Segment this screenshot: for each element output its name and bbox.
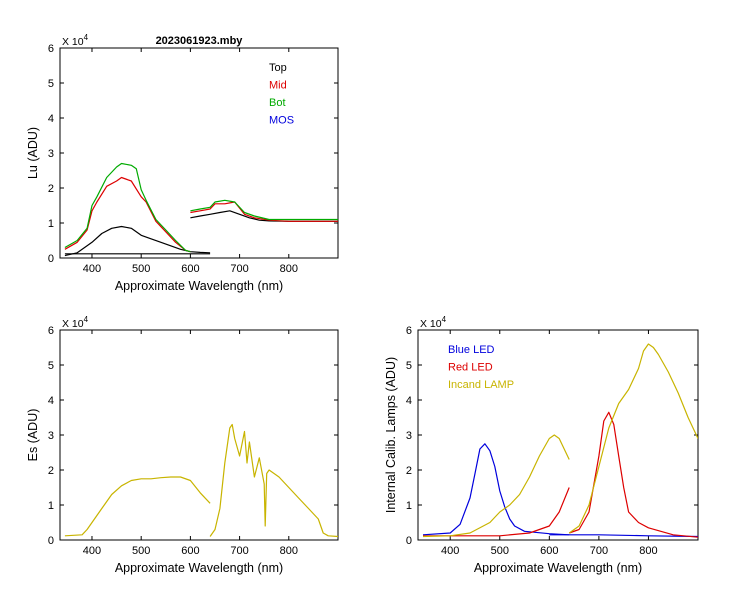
series-top [64, 210, 338, 257]
y-tick-label: 0 [406, 535, 412, 547]
series-blue-led [422, 443, 698, 538]
chart-es: 400 500 600 700 800 0 1 2 3 4 5 6 X 104 Approximate W… [26, 315, 339, 575]
y-tick-label: 6 [48, 325, 54, 337]
x-tick-label: 600 [181, 545, 199, 557]
x-axis-label: Approximate Wavelength (nm) [115, 279, 283, 293]
series-line-mid [64, 176, 191, 253]
y-tick-label: 1 [406, 500, 412, 512]
series-bot [64, 162, 338, 253]
series-es [64, 423, 338, 538]
chart-lu: 400 500 600 700 800 0 1 2 3 4 5 6 X 104 2023061923.mb… [26, 33, 339, 293]
series-line-red-led [423, 487, 570, 537]
x-axis-label: Approximate Wavelength (nm) [474, 561, 642, 575]
y-axis-label: Es (ADU) [26, 409, 40, 462]
y-tick-label: 5 [406, 360, 412, 372]
x-tick-label: 600 [181, 263, 199, 275]
x-tick-label: 800 [639, 545, 657, 557]
y-tick-label: 6 [48, 43, 54, 55]
legend-entry: Blue LED [448, 344, 495, 356]
y-tick-label: 3 [406, 430, 412, 442]
chart-title: 2023061923.mby [156, 35, 244, 47]
x-tick-label: 700 [590, 545, 608, 557]
x-tick-label: 400 [83, 263, 101, 275]
y-tick-label: 3 [48, 148, 54, 160]
y-tick-label: 5 [48, 78, 54, 90]
legend-entry: Red LED [448, 362, 493, 374]
series-line-bot [64, 162, 191, 253]
y-tick-label: 0 [48, 253, 54, 265]
x-tick-label: 500 [491, 545, 509, 557]
x-axis-label: Approximate Wavelength (nm) [115, 561, 283, 575]
y-multiplier-label: X 104 [62, 315, 89, 330]
x-tick-label: 800 [280, 545, 298, 557]
chart-lamps: 400 500 600 700 800 0 1 2 3 4 5 6 X 104 Approximate W… [384, 315, 699, 575]
y-axis-label: Lu (ADU) [26, 127, 40, 179]
y-tick-label: 4 [48, 395, 54, 407]
y-multiplier-label: X 104 [62, 33, 89, 48]
legend-entry: Incand LAMP [448, 379, 514, 391]
y-multiplier-label: X 104 [420, 315, 447, 330]
y-axis-label: Internal Calib. Lamps (ADU) [384, 357, 398, 513]
series-line-incand-lamp [422, 434, 570, 538]
legend-entry: Top [269, 62, 287, 74]
y-tick-label: 2 [406, 465, 412, 477]
series-line-blue-led [549, 534, 698, 538]
legend-entry: Mid [269, 80, 287, 92]
series-line-blue-led [422, 443, 570, 536]
y-tick-label: 6 [406, 325, 412, 337]
x-tick-label: 500 [132, 545, 150, 557]
y-tick-label: 4 [48, 113, 54, 125]
x-tick-label: 800 [280, 263, 298, 275]
legend-entry: Bot [269, 97, 286, 109]
y-tick-label: 1 [48, 500, 54, 512]
x-tick-label: 600 [540, 545, 558, 557]
series-red-led [423, 411, 698, 538]
series-line-incand-lamp [568, 343, 698, 534]
y-tick-label: 2 [48, 183, 54, 195]
series-line-es [209, 423, 338, 538]
y-tick-label: 1 [48, 218, 54, 230]
y-tick-label: 0 [48, 535, 54, 547]
series-line-red-led [569, 411, 698, 538]
series-incand-lamp [422, 343, 698, 538]
y-tick-label: 3 [48, 430, 54, 442]
x-tick-label: 400 [83, 545, 101, 557]
series-line-bot [190, 199, 338, 221]
x-tick-label: 700 [230, 263, 248, 275]
series-line-es [64, 476, 211, 537]
x-tick-label: 400 [441, 545, 459, 557]
y-tick-label: 5 [48, 360, 54, 372]
x-tick-label: 500 [132, 263, 150, 275]
y-tick-label: 2 [48, 465, 54, 477]
legend-entry: MOS [269, 115, 294, 127]
x-tick-label: 700 [230, 545, 248, 557]
y-tick-label: 4 [406, 395, 412, 407]
plot-frame [59, 47, 339, 259]
series-mid [64, 176, 338, 253]
